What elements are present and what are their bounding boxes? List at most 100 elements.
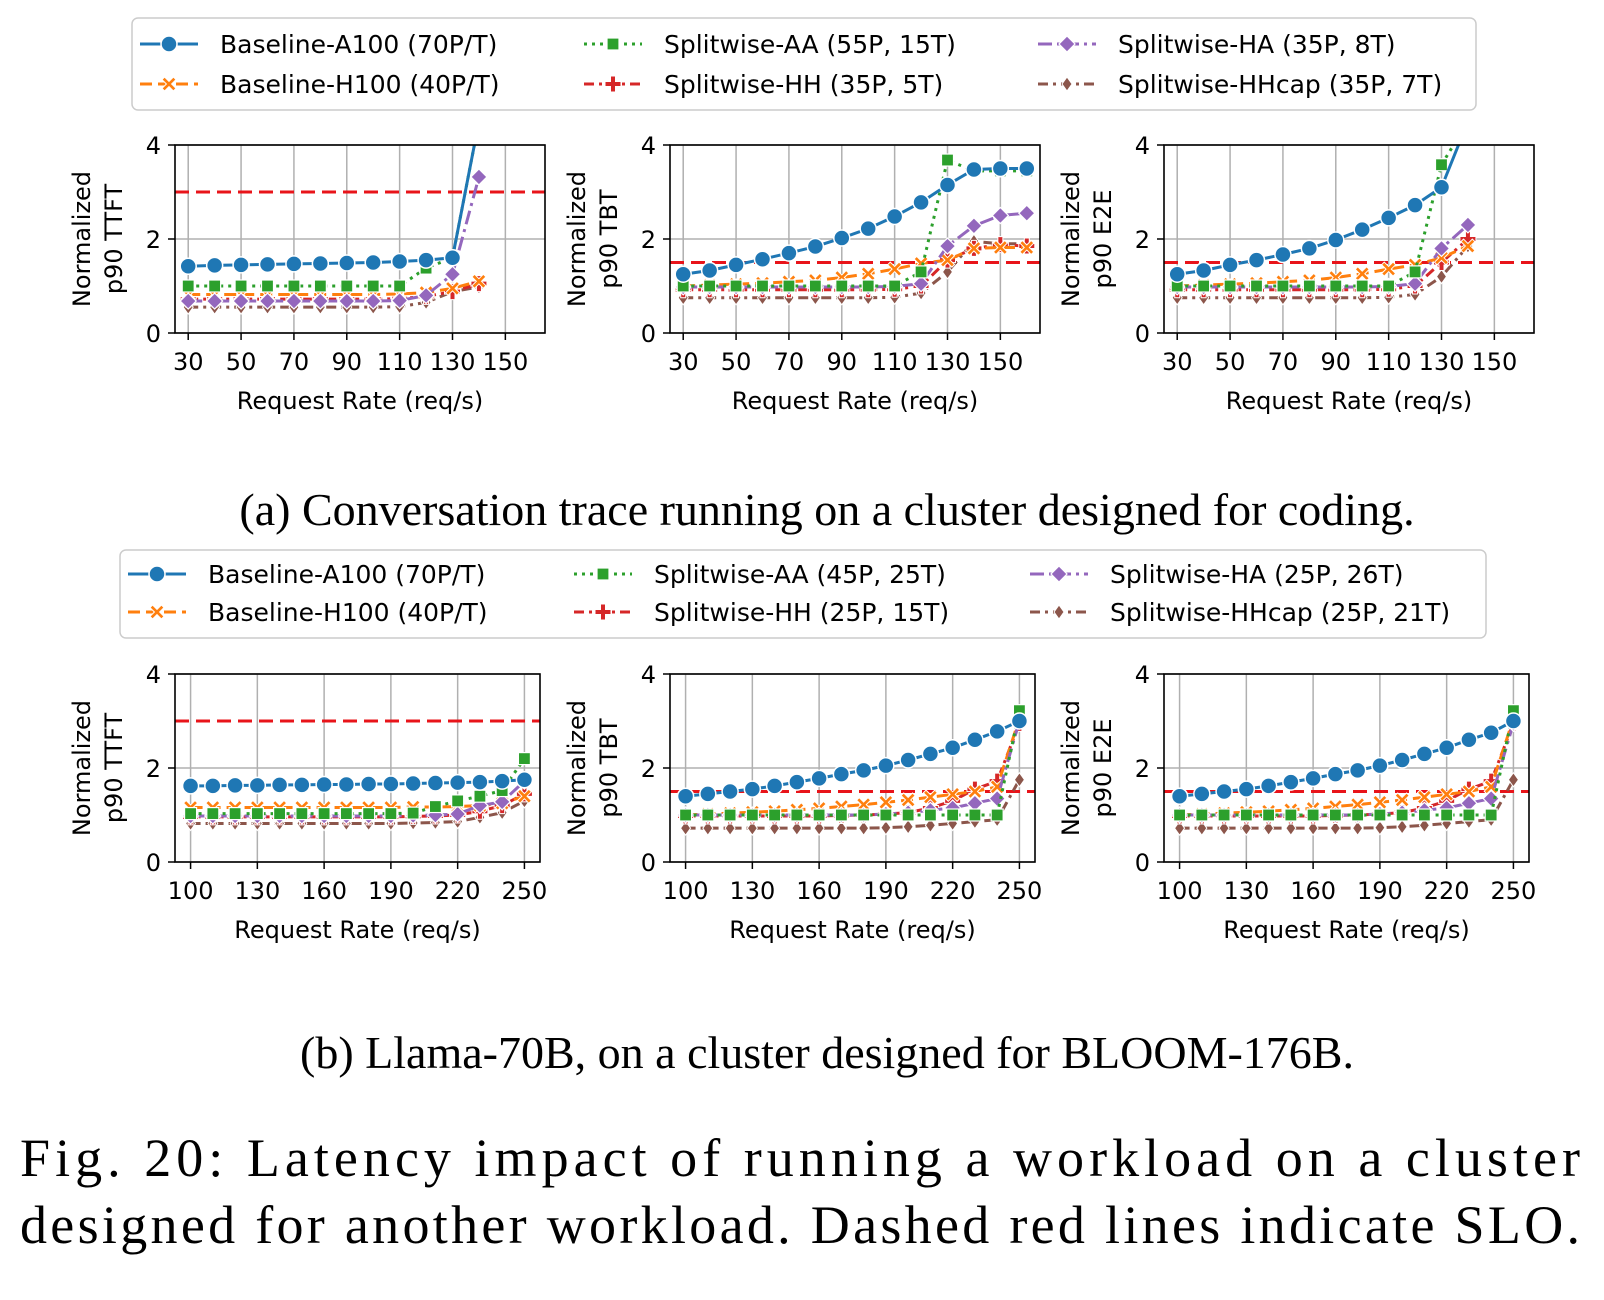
data-point — [1018, 159, 1036, 178]
series-layer — [181, 751, 534, 832]
data-point — [1416, 789, 1433, 805]
legend-marker — [1061, 76, 1073, 92]
data-point — [1460, 238, 1476, 254]
data-point — [287, 279, 301, 293]
series-line — [685, 718, 1021, 817]
data-point — [938, 176, 957, 194]
data-point — [782, 279, 796, 293]
series-splitwise-aa — [1172, 704, 1521, 822]
legend-label: Splitwise-HH (35P, 5T) — [664, 70, 943, 99]
x-tick-label: 90 — [827, 348, 858, 376]
series-baseline-a100 — [181, 771, 534, 795]
data-point — [1013, 771, 1026, 788]
grid — [670, 673, 1035, 863]
data-point — [1259, 777, 1278, 795]
legend-item-baseline-a100: Baseline-A100 (70P/T) — [140, 30, 497, 59]
data-point — [1438, 786, 1455, 803]
data-point — [1215, 782, 1233, 801]
y-tick-label: 4 — [146, 661, 161, 689]
x-tick-label: 90 — [1321, 348, 1352, 376]
data-point — [1326, 765, 1345, 783]
grid — [175, 673, 540, 863]
data-point — [205, 256, 224, 275]
data-point — [939, 252, 956, 268]
data-point — [1172, 808, 1187, 822]
series-layer — [179, 145, 488, 316]
data-point — [1415, 745, 1434, 763]
data-point — [1437, 739, 1456, 757]
series-line — [188, 145, 476, 268]
x-tick-label: 70 — [279, 348, 310, 376]
data-point — [493, 792, 512, 811]
data-point — [1218, 820, 1230, 837]
data-point — [855, 796, 872, 813]
data-point — [404, 774, 422, 793]
data-point — [674, 265, 692, 283]
y-axis-label: Normalized — [563, 700, 591, 836]
data-point — [921, 745, 940, 763]
x-tick-label: 150 — [482, 348, 528, 376]
data-point — [181, 279, 195, 293]
data-point — [702, 820, 714, 837]
series-line — [190, 799, 526, 825]
data-point — [965, 216, 983, 235]
grid — [1164, 144, 1534, 334]
data-point — [835, 279, 849, 293]
data-point — [443, 265, 462, 284]
y-tick-label: 0 — [1135, 849, 1150, 877]
data-point — [886, 261, 903, 277]
legend-item-splitwise-hh: Splitwise-HH (25P, 15T) — [574, 598, 949, 627]
x-tick-label: 190 — [1357, 877, 1403, 905]
data-point — [944, 786, 961, 803]
data-point — [1355, 279, 1369, 293]
data-point — [366, 279, 380, 293]
data-point — [364, 253, 382, 272]
data-point — [1239, 808, 1253, 822]
data-point — [1432, 239, 1451, 258]
y-tick-label: 2 — [1135, 755, 1150, 783]
data-point — [988, 789, 1007, 808]
x-tick-label: 160 — [796, 877, 842, 905]
data-point — [1394, 792, 1410, 808]
data-point — [471, 273, 487, 290]
data-point — [340, 279, 354, 293]
data-point — [992, 239, 1009, 256]
data-point — [967, 783, 983, 800]
legend-marker — [161, 76, 177, 92]
legend-panel-b: Baseline-A100 (70P/T) Baseline-H100 (40P/… — [119, 549, 1487, 639]
data-point — [806, 237, 825, 256]
series-line — [685, 719, 1021, 798]
data-point — [1354, 266, 1370, 282]
legend-label: Baseline-H100 (40P/T) — [220, 70, 500, 99]
plot-b-e2e: 100 130 160 190 220 250 0 2 4 Request Rate (req/s… — [1057, 661, 1536, 944]
x-tick-label: 220 — [930, 877, 976, 905]
data-point — [228, 806, 242, 821]
data-point — [1217, 808, 1231, 822]
y-axis-label: p90 TBT — [595, 718, 623, 818]
x-tick-label: 110 — [1366, 348, 1412, 376]
data-point — [270, 776, 289, 794]
data-point — [701, 808, 715, 822]
x-tick-label: 130 — [729, 877, 775, 905]
y-axis-label: p90 TBT — [595, 189, 623, 289]
y-tick-label: 2 — [146, 226, 161, 254]
data-point — [938, 237, 957, 255]
data-point — [1017, 204, 1036, 222]
data-point — [833, 229, 851, 247]
data-point — [205, 292, 224, 310]
data-point — [924, 817, 937, 834]
data-point — [1221, 256, 1239, 274]
y-axis-label: p90 E2E — [1089, 190, 1117, 289]
data-point — [676, 787, 695, 805]
x-tick-label: 130 — [1223, 877, 1269, 905]
data-point — [337, 775, 356, 794]
series-baseline-a100 — [1170, 712, 1523, 805]
legend-marker — [160, 35, 178, 53]
panel-a-caption: (a) Conversation trace running on a clus… — [239, 484, 1414, 535]
legend-item-baseline-h100: Baseline-H100 (40P/T) — [128, 598, 488, 627]
data-point — [991, 206, 1010, 225]
series-splitwise-hhcap — [1171, 238, 1474, 306]
x-tick-label: 190 — [368, 877, 414, 905]
y-tick-label: 4 — [641, 132, 656, 160]
